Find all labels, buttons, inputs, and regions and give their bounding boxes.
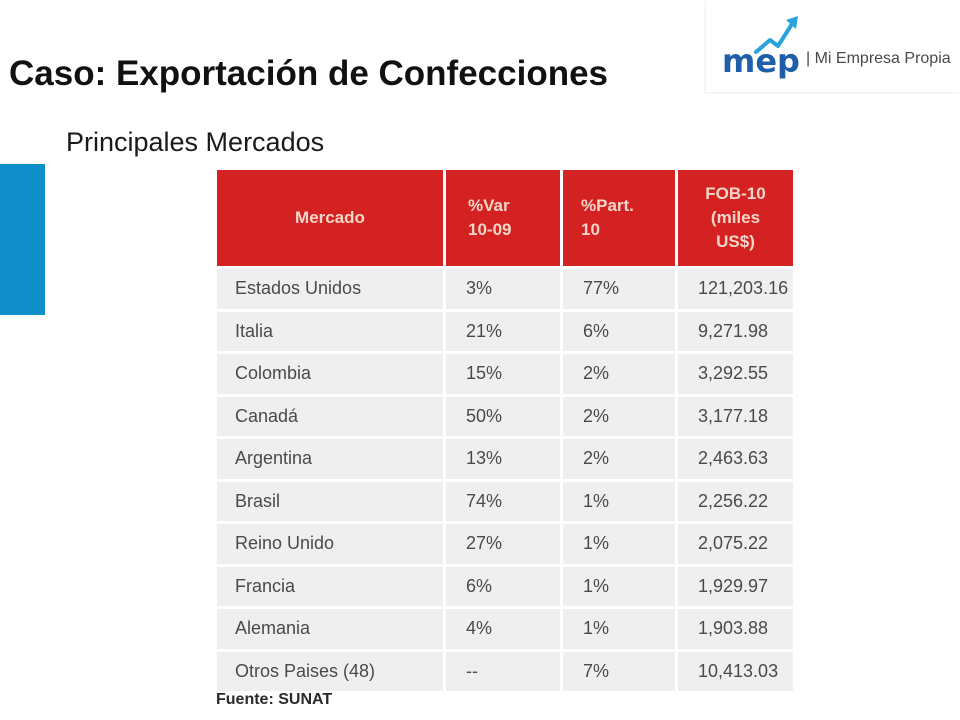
table-row: Colombia 15% 2% 3,292.55 — [217, 354, 793, 394]
logo-mark: mep — [722, 42, 800, 80]
cell-mercado: Otros Paises (48) — [217, 651, 443, 691]
cell-var: 13% — [446, 439, 560, 479]
cell-var: 15% — [446, 354, 560, 394]
markets-table-wrap: Mercado %Var 10-09 %Part. 10 FOB-10 (miles US$)… — [214, 167, 796, 694]
header-mercado: Mercado — [217, 170, 443, 266]
table-row: Argentina 13% 2% 2,463.63 — [217, 439, 793, 479]
cell-part: 77% — [563, 269, 675, 309]
header-line: %Part. — [581, 196, 634, 215]
cell-mercado: Alemania — [217, 609, 443, 649]
header-fob: FOB-10 (miles US$) — [678, 170, 793, 266]
header-line: 10 — [581, 220, 600, 239]
mep-logo: mep | Mi Empresa Propia — [706, 0, 960, 92]
header-line: %Var — [468, 196, 510, 215]
cell-fob: 3,292.55 — [678, 354, 793, 394]
header-part: %Part. 10 — [563, 170, 675, 266]
cell-fob: 2,463.63 — [678, 439, 793, 479]
cell-mercado: Estados Unidos — [217, 269, 443, 309]
cell-part: 1% — [563, 481, 675, 521]
cell-var: 6% — [446, 566, 560, 606]
cell-var: 3% — [446, 269, 560, 309]
cell-fob: 2,075.22 — [678, 524, 793, 564]
cell-mercado: Reino Unido — [217, 524, 443, 564]
cell-fob: 1,903.88 — [678, 609, 793, 649]
header-line: 10-09 — [468, 220, 512, 239]
table-row: Alemania 4% 1% 1,903.88 — [217, 609, 793, 649]
cell-mercado: Italia — [217, 311, 443, 351]
table-body: Estados Unidos 3% 77% 121,203.16 Italia 21% 6%… — [217, 269, 793, 691]
table-row: Otros Paises (48) -- 7% 10,413.03 — [217, 651, 793, 691]
cell-mercado: Francia — [217, 566, 443, 606]
cell-part: 6% — [563, 311, 675, 351]
header-line: US$) — [716, 232, 755, 251]
cell-mercado: Brasil — [217, 481, 443, 521]
header-line: (miles — [710, 208, 761, 227]
table-row: Reino Unido 27% 1% 2,075.22 — [217, 524, 793, 564]
header-line: Mercado — [295, 208, 365, 227]
cell-var: 4% — [446, 609, 560, 649]
markets-table: Mercado %Var 10-09 %Part. 10 FOB-10 (miles US$)… — [214, 167, 796, 694]
cell-mercado: Colombia — [217, 354, 443, 394]
cell-var: 27% — [446, 524, 560, 564]
cell-fob: 2,256.22 — [678, 481, 793, 521]
cell-var: -- — [446, 651, 560, 691]
header-var: %Var 10-09 — [446, 170, 560, 266]
table-row: Italia 21% 6% 9,271.98 — [217, 311, 793, 351]
source-note: Fuente: SUNAT — [216, 691, 333, 708]
table-row: Estados Unidos 3% 77% 121,203.16 — [217, 269, 793, 309]
cell-part: 2% — [563, 439, 675, 479]
cell-fob: 3,177.18 — [678, 396, 793, 436]
cell-part: 7% — [563, 651, 675, 691]
rising-arrow-icon: mep — [722, 16, 800, 80]
cell-var: 21% — [446, 311, 560, 351]
cell-fob: 10,413.03 — [678, 651, 793, 691]
cell-fob: 9,271.98 — [678, 311, 793, 351]
slide-subtitle: Principales Mercados — [66, 127, 325, 157]
cell-part: 1% — [563, 609, 675, 649]
slide-title: Caso: Exportación de Confecciones — [9, 54, 609, 93]
cell-fob: 121,203.16 — [678, 269, 793, 309]
logo-tagline: | Mi Empresa Propia — [806, 50, 951, 67]
accent-bar — [0, 164, 45, 315]
table-row: Canadá 50% 2% 3,177.18 — [217, 396, 793, 436]
table-row: Brasil 74% 1% 2,256.22 — [217, 481, 793, 521]
cell-part: 1% — [563, 566, 675, 606]
cell-var: 50% — [446, 396, 560, 436]
cell-fob: 1,929.97 — [678, 566, 793, 606]
table-header-row: Mercado %Var 10-09 %Part. 10 FOB-10 (miles US$) — [217, 170, 793, 266]
cell-var: 74% — [446, 481, 560, 521]
header-line: FOB-10 — [705, 184, 766, 203]
cell-part: 2% — [563, 396, 675, 436]
cell-mercado: Canadá — [217, 396, 443, 436]
cell-mercado: Argentina — [217, 439, 443, 479]
cell-part: 2% — [563, 354, 675, 394]
table-row: Francia 6% 1% 1,929.97 — [217, 566, 793, 606]
cell-part: 1% — [563, 524, 675, 564]
